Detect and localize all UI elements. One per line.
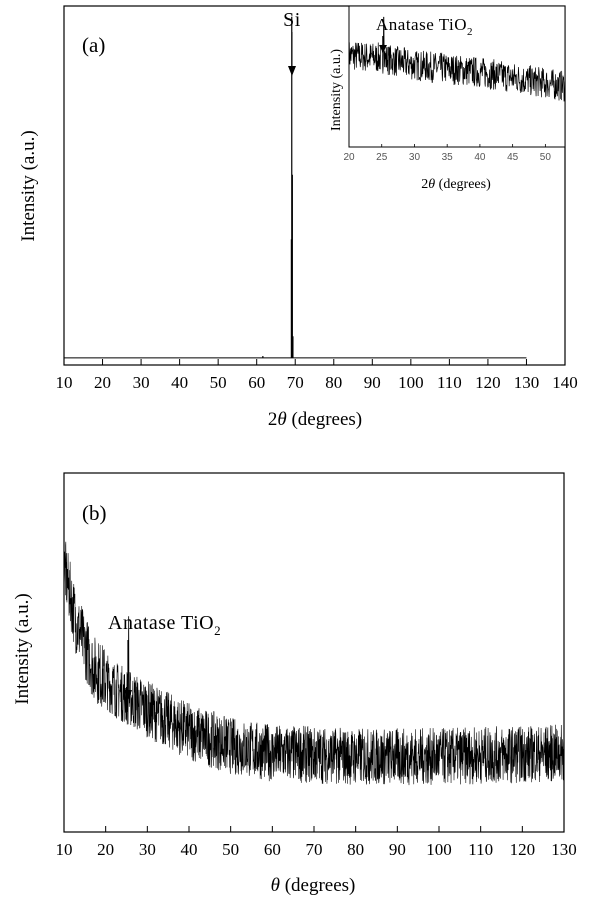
panel-a-ylabel: Intensity (a.u.) — [18, 130, 39, 241]
panel-a-x-tick-label: 100 — [398, 373, 424, 392]
panel-b-series-line — [63, 541, 565, 786]
panel-b-annotation-main: Anatase TiO — [108, 612, 214, 634]
panel-b-x-tick-label: 20 — [97, 840, 114, 859]
si-annotation: Si — [283, 9, 301, 31]
panel-a-label: (a) — [82, 33, 105, 57]
panel-b-x-tick-label: 110 — [468, 840, 493, 859]
panel-b-x-ticks: 10 20 30 40 50 60 70 80 90 100 110 120 130 — [56, 826, 577, 859]
panel-a-xlabel-symbol: θ — [277, 409, 286, 430]
panel-b-x-tick-label: 40 — [181, 840, 198, 859]
panel-b-arrow-head — [124, 690, 132, 701]
panel-a-x-tick-label: 120 — [475, 373, 501, 392]
panel-a-x-tick-label: 30 — [133, 373, 150, 392]
panel-a: 10 20 30 40 50 60 70 80 90 100 110 120 130 140 (a) Si… — [18, 5, 578, 430]
si-arrow-head — [288, 66, 296, 76]
inset-annotation: Anatase TiO2 — [376, 15, 473, 38]
panel-a-xlabel-prefix: 2 — [268, 409, 278, 430]
panel-b-x-tick-label: 130 — [551, 840, 577, 859]
panel-a-x-ticks: 10 20 30 40 50 60 70 80 90 100 110 120 130 140 — [56, 359, 578, 392]
panel-b-annotation-sub: 2 — [214, 623, 221, 638]
panel-a-x-tick-label: 20 — [94, 373, 111, 392]
panel-b-x-tick-label: 60 — [264, 840, 281, 859]
panel-a-x-tick-label: 60 — [248, 373, 265, 392]
inset-xlabel-symbol: θ — [428, 177, 435, 192]
panel-a-x-tick-label: 130 — [514, 373, 540, 392]
panel-b-x-tick-label: 50 — [222, 840, 239, 859]
inset-x-tick-label: 30 — [409, 152, 421, 163]
inset-x-tick-label: 45 — [507, 152, 519, 163]
panel-b-xlabel: θ (degrees) — [271, 875, 356, 896]
panel-b-xlabel-unit: (degrees) — [280, 875, 355, 896]
inset-x-tick-label: 25 — [376, 152, 388, 163]
inset-x-tick-label: 50 — [540, 152, 552, 163]
panel-a-x-tick-label: 40 — [171, 373, 188, 392]
panel-a-x-tick-label: 70 — [287, 373, 304, 392]
panel-a-inset: 20 25 30 35 40 45 50 Anatase TiO2 2θ (degrees)… — [329, 5, 566, 192]
panel-a-x-tick-label: 50 — [210, 373, 227, 392]
inset-x-tick-label: 35 — [442, 152, 454, 163]
panel-a-x-tick-label: 90 — [364, 373, 381, 392]
inset-series — [348, 16, 566, 102]
panel-b-x-tick-label: 100 — [426, 840, 452, 859]
inset-x-tick-label: 20 — [343, 152, 355, 163]
panel-b-x-tick-label: 70 — [306, 840, 323, 859]
panel-b-frame — [63, 472, 565, 833]
panel-a-xlabel: 2θ (degrees) — [268, 409, 362, 430]
panel-a-x-tick-label: 140 — [552, 373, 578, 392]
panel-a-series — [64, 16, 527, 359]
inset-xlabel-prefix: 2 — [421, 177, 428, 192]
panel-b-series — [63, 541, 565, 786]
inset-xlabel: 2θ (degrees) — [421, 177, 491, 192]
inset-arrow-head — [379, 45, 387, 53]
panel-b-x-tick-label: 120 — [510, 840, 536, 859]
inset-annotation-sub: 2 — [467, 26, 473, 38]
panel-a-frame — [63, 5, 566, 366]
panel-b-x-tick-label: 80 — [347, 840, 364, 859]
inset-xlabel-unit: (degrees) — [435, 177, 491, 192]
panel-b-label: (b) — [82, 501, 107, 525]
panel-a-x-tick-label: 80 — [325, 373, 342, 392]
panel-b-xlabel-symbol: θ — [271, 875, 280, 896]
inset-annotation-main: Anatase TiO — [376, 15, 467, 34]
panel-a-x-tick-label: 10 — [56, 373, 73, 392]
panel-b-x-tick-label: 10 — [56, 840, 73, 859]
panel-b: 10 20 30 40 50 60 70 80 90 100 110 120 130 (b) Anata… — [12, 472, 577, 896]
inset-series-line — [348, 16, 566, 102]
panel-b-annotation: Anatase TiO2 — [108, 612, 221, 638]
inset-x-tick-label: 40 — [474, 152, 486, 163]
panel-a-x-tick-label: 110 — [437, 373, 462, 392]
inset-ylabel: Intensity (a.u.) — [329, 49, 344, 131]
panel-b-x-tick-label: 90 — [389, 840, 406, 859]
panel-b-x-tick-label: 30 — [139, 840, 156, 859]
panel-b-ylabel: Intensity (a.u.) — [12, 593, 33, 704]
panel-a-xlabel-unit: (degrees) — [287, 409, 362, 430]
inset-x-ticks: 20 25 30 35 40 45 50 — [343, 144, 551, 163]
